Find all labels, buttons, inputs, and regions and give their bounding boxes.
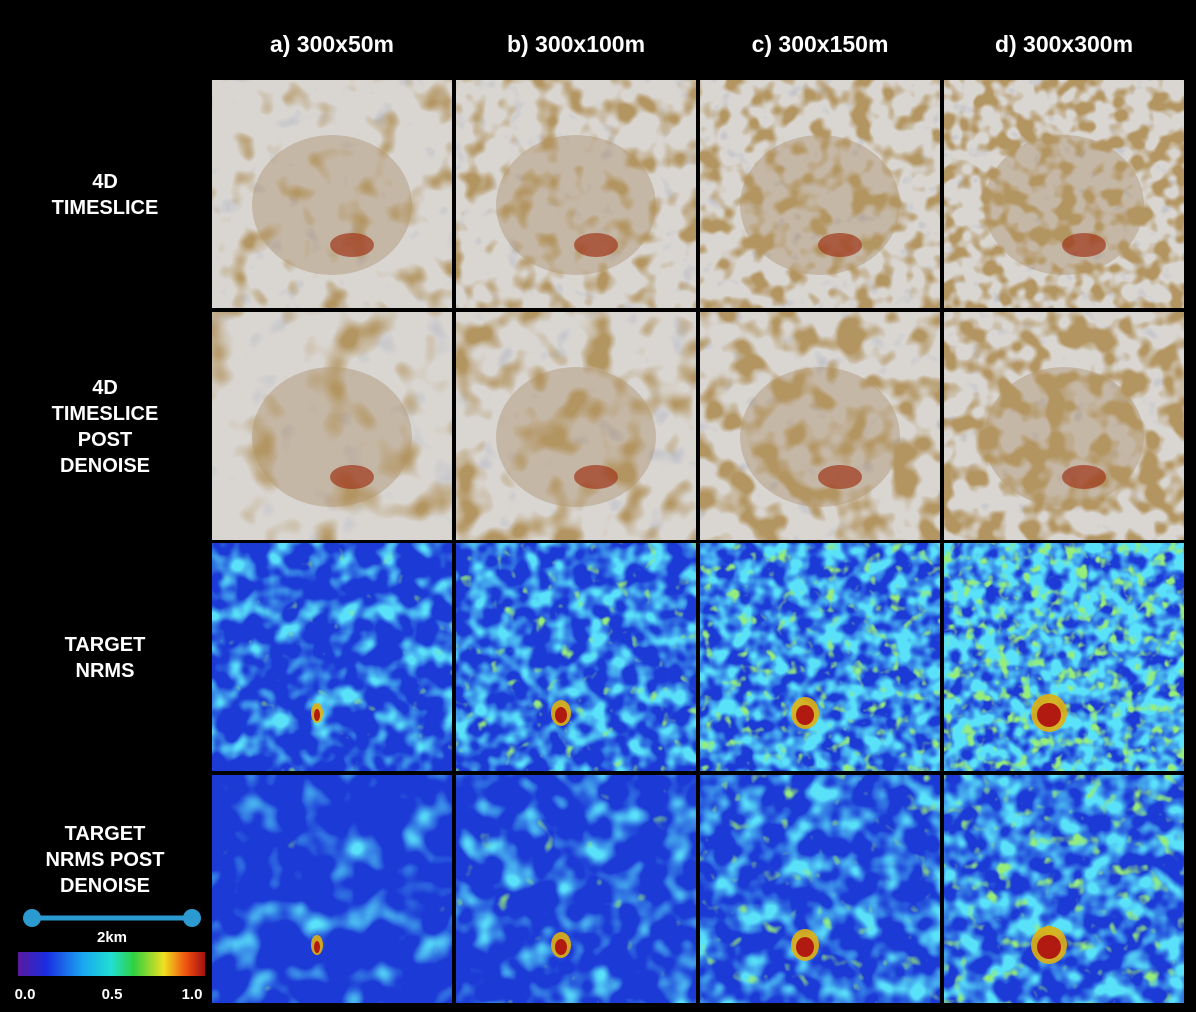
hotspot: [314, 941, 320, 953]
hotspot: [1037, 703, 1061, 727]
hotspot: [818, 465, 862, 489]
row-label: NRMS: [76, 660, 135, 682]
image-panel: [212, 543, 452, 771]
row-label: NRMS POST: [46, 849, 165, 871]
colorbar-tick: 1.0: [182, 986, 203, 1003]
row-label: DENOISE: [60, 455, 150, 477]
image-panel: [456, 543, 696, 771]
hotspot: [330, 465, 374, 489]
column-header: d) 300x300m: [995, 31, 1133, 57]
hotspot: [314, 709, 320, 721]
image-panel: [944, 80, 1184, 308]
texture: [456, 543, 696, 771]
texture: [700, 312, 940, 540]
colorbar-tick: 0.5: [102, 986, 123, 1003]
row-label: DENOISE: [60, 875, 150, 897]
row-label: TARGET: [65, 823, 146, 845]
texture: [212, 775, 452, 1003]
row-label: TIMESLICE: [52, 403, 159, 425]
image-panel: [456, 775, 696, 1003]
image-panel: [456, 312, 696, 540]
hotspot: [796, 705, 814, 725]
texture: [700, 775, 940, 1003]
hotspot: [1062, 465, 1106, 489]
hotspot: [796, 937, 814, 957]
hotspot: [574, 465, 618, 489]
image-panel: [700, 775, 940, 1003]
texture: [212, 80, 452, 308]
row-label: TARGET: [65, 634, 146, 656]
image-panel: [944, 775, 1184, 1003]
texture: [212, 543, 452, 771]
image-panel: [700, 312, 940, 540]
figure: 2km 0.0 0.5 1.0 a) 300x50m b) 300x100m c) …: [0, 0, 1196, 1007]
scale-bar-label: 2km: [97, 929, 127, 946]
image-panel: [700, 80, 940, 308]
hotspot: [818, 233, 862, 257]
texture: [944, 80, 1184, 308]
column-header: b) 300x100m: [507, 31, 645, 57]
hotspot: [1037, 935, 1061, 959]
row-label: POST: [78, 429, 132, 451]
hotspot: [555, 939, 567, 955]
row-label: 4D: [92, 171, 118, 193]
texture: [944, 312, 1184, 540]
texture: [456, 312, 696, 540]
texture: [944, 775, 1184, 1003]
texture: [944, 543, 1184, 771]
texture: [212, 312, 452, 540]
image-panel: [944, 312, 1184, 540]
hotspot: [330, 233, 374, 257]
image-panel: [212, 775, 452, 1003]
image-panel: [700, 543, 940, 771]
hotspot: [1062, 233, 1106, 257]
texture: [456, 80, 696, 308]
colorbar: [18, 952, 205, 976]
row-label: TIMESLICE: [52, 197, 159, 219]
column-header: a) 300x50m: [270, 31, 394, 57]
hotspot: [574, 233, 618, 257]
scale-bar-end: [23, 909, 41, 927]
row-label: 4D: [92, 377, 118, 399]
image-panel: [212, 80, 452, 308]
hotspot: [555, 707, 567, 723]
texture: [700, 80, 940, 308]
scale-bar-end: [183, 909, 201, 927]
colorbar-tick: 0.0: [15, 986, 36, 1003]
image-panel: [212, 312, 452, 540]
image-panel: [456, 80, 696, 308]
texture: [700, 543, 940, 771]
image-panel: [944, 543, 1184, 771]
texture: [456, 775, 696, 1003]
column-header: c) 300x150m: [752, 31, 889, 57]
